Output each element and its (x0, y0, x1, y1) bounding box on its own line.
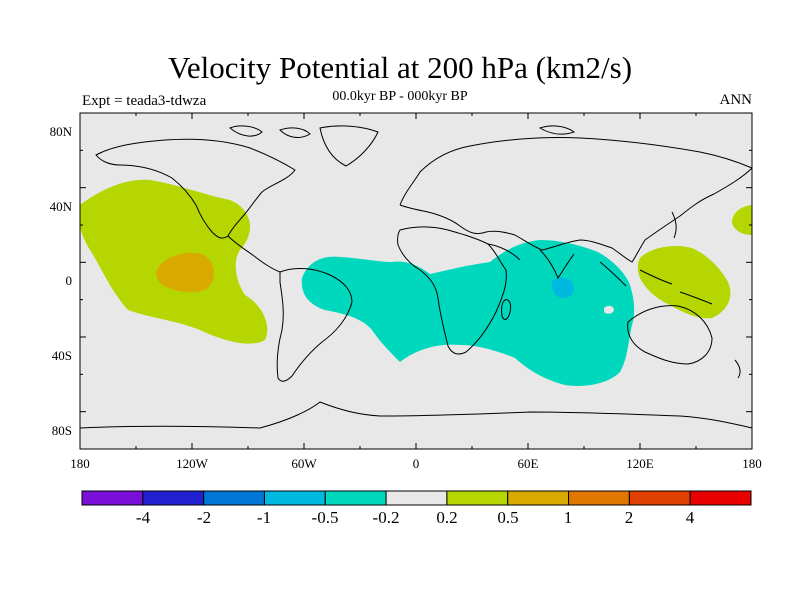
colorbar-label: -1 (256, 508, 272, 527)
chart-subtitle: 00.0kyr BP - 000kyr BP (332, 89, 468, 104)
lat-axis: 80N 40N 0 40S 80S (50, 124, 73, 438)
coast-eurasia (399, 136, 753, 263)
coast-antarctica (79, 401, 753, 429)
lon-tick-label: 60W (291, 456, 317, 471)
coast-madagascar (501, 299, 512, 320)
coast-central-america (227, 235, 281, 273)
lat-tick-label: 80S (52, 423, 72, 438)
lon-tick-label: 120W (176, 456, 209, 471)
lon-tick-label: 60E (518, 456, 539, 471)
coastlines (79, 125, 753, 429)
coast-new-zealand (734, 359, 741, 379)
colorbar-box (689, 490, 752, 506)
colorbar-label: -0.2 (372, 508, 400, 527)
lat-tick-label: 40N (50, 199, 73, 214)
contour-east-edge-positive (732, 205, 752, 235)
colorbar-label: -0.5 (311, 508, 339, 527)
coast-australia (627, 305, 713, 365)
lon-tick-label: 180 (70, 456, 90, 471)
chart-title: Velocity Potential at 200 hPa (km2/s) (167, 50, 633, 85)
contour-westpacific-positive (637, 246, 731, 319)
lat-tick-label: 0 (66, 273, 73, 288)
colorbar (81, 490, 752, 506)
coast-indonesia (599, 261, 713, 305)
colorbar-label: 1 (563, 508, 573, 527)
lon-tick-label: 180 (742, 456, 762, 471)
colorbar-box (446, 490, 509, 506)
colorbar-label: -2 (196, 508, 212, 527)
coast-japan (671, 211, 677, 239)
lon-tick-label: 120E (626, 456, 654, 471)
colorbar-label: 2 (624, 508, 634, 527)
lat-tick-label: 80N (50, 124, 73, 139)
contour-indian-inner-negative (551, 277, 574, 299)
lon-tick-label: 0 (413, 456, 420, 471)
coast-arctic-islands (229, 125, 576, 138)
colorbar-box (628, 490, 691, 506)
colorbar-box (263, 490, 326, 506)
colorbar-box (568, 490, 630, 506)
lat-tick-label: 40S (52, 348, 72, 363)
experiment-label: Expt = teada3-tdwza (82, 93, 207, 109)
colorbar-box (324, 490, 387, 506)
lon-axis: 180 120W 60W 0 60E 120E 180 (70, 456, 762, 471)
colorbar-box (81, 490, 144, 506)
coast-africa (397, 226, 507, 355)
colorbar-label: 0.2 (436, 508, 458, 527)
coast-south-asia (487, 243, 575, 280)
contour-pacific-inner (156, 252, 214, 293)
colorbar-label: -4 (135, 508, 151, 527)
colorbar-box (385, 490, 448, 506)
coast-greenland (319, 125, 379, 167)
colorbar-box (142, 490, 205, 506)
season-label: ANN (719, 92, 753, 108)
colorbar-box (203, 490, 265, 506)
colorbar-label: 0.5 (497, 508, 519, 527)
contour-atlantic-indian-negative (301, 240, 635, 386)
colorbar-label: 4 (685, 508, 695, 527)
colorbar-box (507, 490, 570, 506)
contour-fills (80, 179, 752, 386)
contour-hole (604, 305, 614, 314)
coast-north-america (95, 138, 296, 239)
coast-south-america (276, 267, 353, 382)
tick-marks (79, 112, 753, 450)
